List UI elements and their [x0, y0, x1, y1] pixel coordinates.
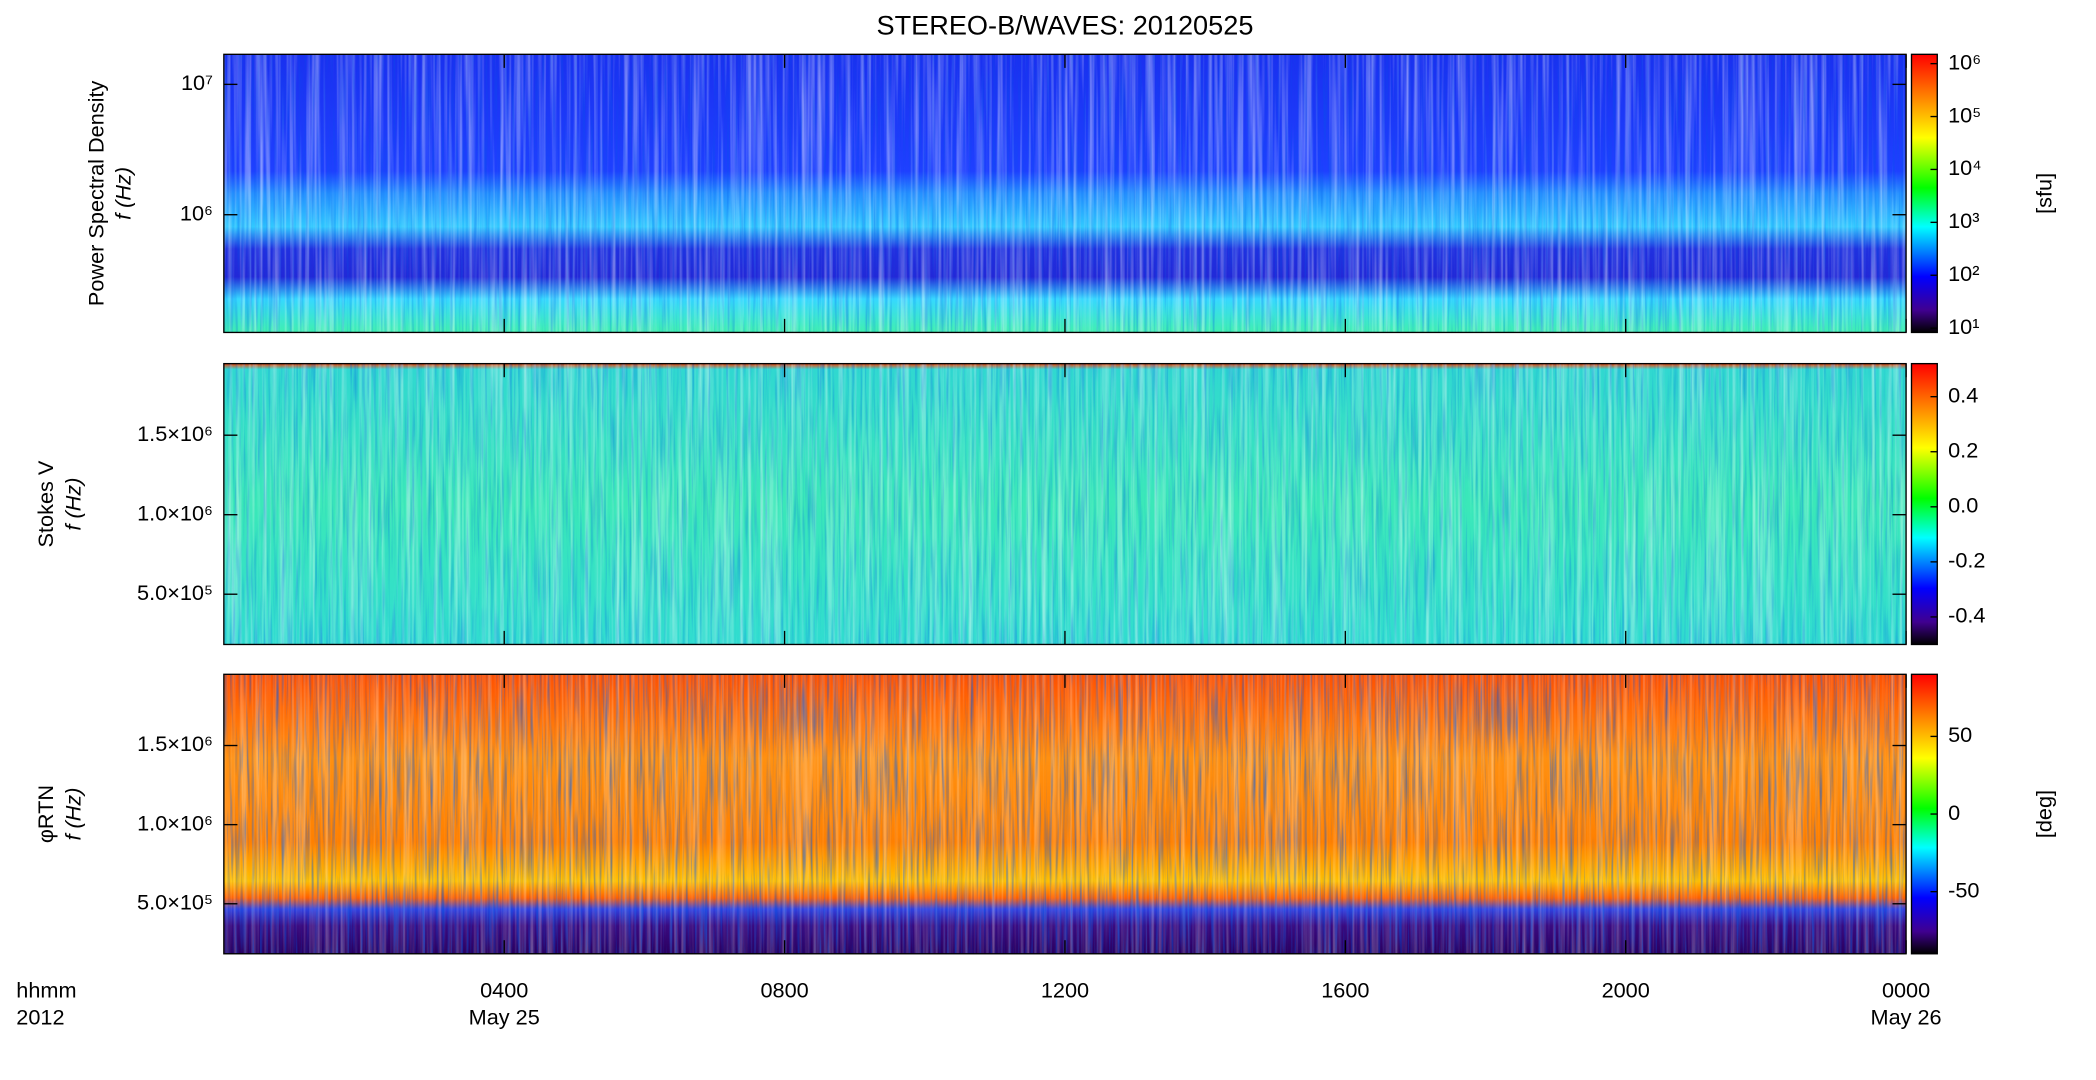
colorbar-tick-label: 10²: [1948, 261, 1979, 286]
colorbar-tick-label: 50: [1948, 722, 1972, 747]
y-tick-label: 1.5×10⁶: [137, 731, 213, 756]
y-tick-label: 10⁷: [181, 70, 213, 95]
colorbar-label: [sfu]: [2032, 173, 2057, 214]
colorbar-tick-label: -50: [1948, 877, 1979, 902]
x-tick-label: 0000: [1882, 977, 1930, 1002]
colorbar-tick-label: 10⁶: [1948, 49, 1981, 74]
y-axis-label: φRTN: [33, 785, 58, 843]
x-tick-label: 1200: [1041, 977, 1089, 1002]
y-tick-label: 1.0×10⁶: [137, 810, 213, 835]
figure-title: STEREO-B/WAVES: 20120525: [877, 9, 1254, 40]
colorbar-tick-label: 0.2: [1948, 437, 1978, 462]
colorbar-tick-label: 0.0: [1948, 493, 1978, 518]
colorbar-label: [deg]: [2032, 790, 2057, 838]
colorbar-tick-label: 0.4: [1948, 382, 1978, 407]
colorbar: [1910, 362, 1938, 646]
date-label: May 26: [1871, 1005, 1942, 1030]
y-tick-label: 1.5×10⁶: [137, 421, 213, 446]
colorbar-tick-label: -0.4: [1948, 603, 1985, 628]
colorbar-tick-label: 10⁵: [1948, 102, 1981, 127]
x-axis-label: hhmm: [16, 977, 76, 1002]
y-tick-label: 5.0×10⁵: [137, 890, 213, 915]
y-tick-label: 5.0×10⁵: [137, 580, 213, 605]
y-axis-label: f (Hz): [111, 167, 136, 220]
spectrogram-texture: [223, 674, 1907, 954]
x-axis-label: 2012: [16, 1005, 64, 1030]
spectrogram-texture: [223, 54, 1907, 333]
x-tick-label: 0400: [480, 977, 528, 1002]
colorbar-tick-label: 0: [1948, 800, 1960, 825]
y-axis-label: Stokes V: [33, 460, 58, 547]
date-label: May 25: [469, 1005, 540, 1030]
colorbar-tick-label: -0.2: [1948, 548, 1985, 573]
colorbar-tick-label: 10³: [1948, 208, 1979, 233]
y-axis-label: f (Hz): [60, 478, 85, 531]
colorbar-tick-label: 10⁴: [1948, 155, 1981, 180]
y-tick-label: 10⁶: [180, 200, 213, 225]
colorbar: [1910, 53, 1938, 334]
spectrogram-texture: [223, 363, 1907, 645]
colorbar-tick-label: 10¹: [1948, 314, 1979, 339]
x-tick-label: 0800: [760, 977, 808, 1002]
x-tick-label: 2000: [1602, 977, 1650, 1002]
y-axis-label: f (Hz): [60, 788, 85, 841]
y-axis-label: Power Spectral Density: [83, 81, 108, 307]
y-tick-label: 1.0×10⁶: [137, 500, 213, 525]
x-tick-label: 1600: [1321, 977, 1369, 1002]
